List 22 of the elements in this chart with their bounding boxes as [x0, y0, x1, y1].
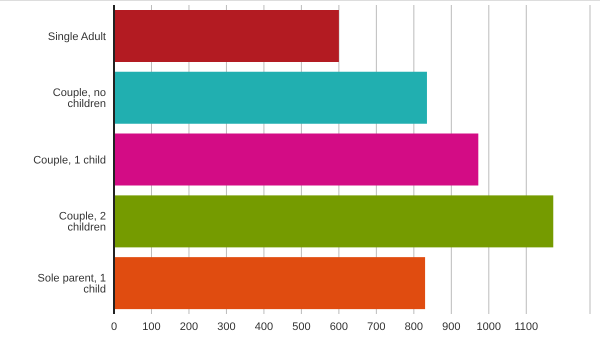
x-tick-label: 500: [292, 320, 311, 333]
y-tick-label: Single Adult: [48, 30, 106, 43]
bar: [114, 195, 554, 248]
x-tick-label: 400: [254, 320, 274, 333]
bar: [114, 134, 478, 186]
y-tick-label: Couple, no children: [52, 87, 106, 110]
x-tick-label: 700: [367, 320, 386, 333]
x-tick-label: 1100: [514, 320, 538, 333]
x-tick-label: 600: [330, 320, 348, 333]
bar: [114, 72, 427, 124]
y-tick-label: Sole parent, 1 child: [38, 272, 106, 296]
x-tick-label: 800: [404, 320, 424, 333]
x-tick-label: 900: [442, 320, 461, 333]
x-tick-label: 0: [110, 320, 118, 333]
x-tick-label: 100: [142, 320, 161, 333]
bar: [114, 10, 339, 62]
bar: [114, 257, 426, 310]
x-tick-label: 200: [180, 320, 198, 333]
y-tick-label: Couple, 2 children: [58, 210, 106, 234]
x-tick-label: 300: [217, 320, 236, 333]
y-tick-label: Couple, 1 child: [33, 154, 106, 166]
x-tick-label: 1000: [476, 320, 502, 333]
